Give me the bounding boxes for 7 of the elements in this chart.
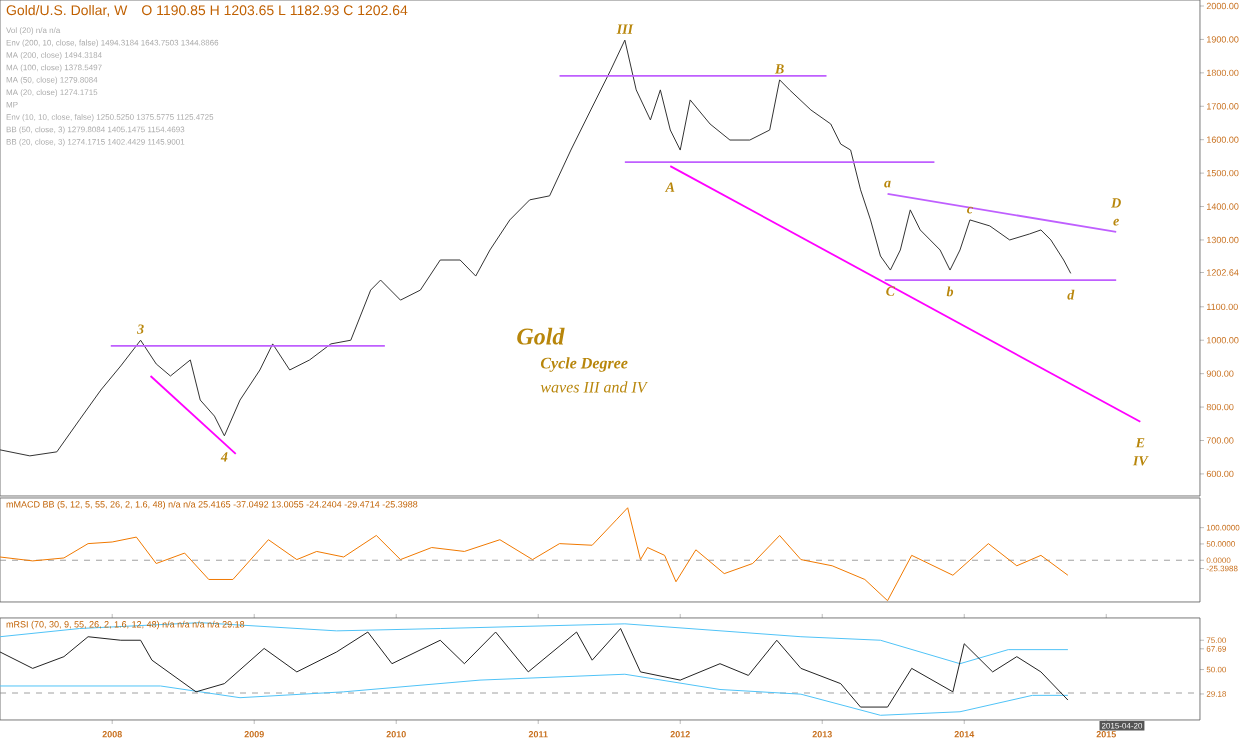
line-series [0,628,1069,708]
line-series [0,507,1069,602]
annotation: Gold [517,327,565,345]
annotation: Cycle Degree [540,357,628,372]
line-series [0,622,1069,665]
annotation: waves III and IV [540,381,649,393]
line-series [0,673,1069,716]
